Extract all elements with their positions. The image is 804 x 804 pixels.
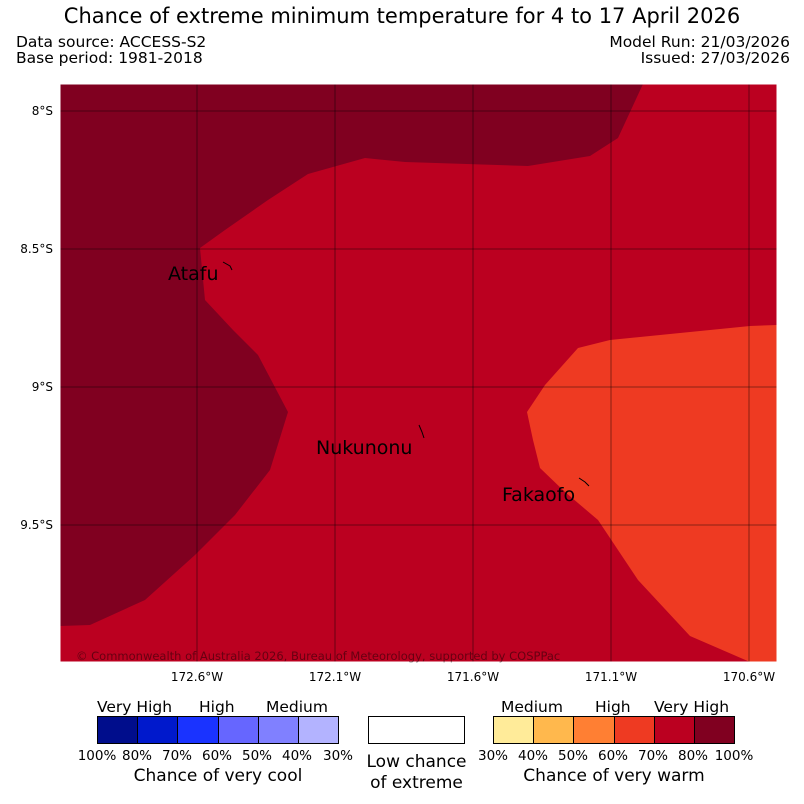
cool-colorbar (97, 716, 339, 744)
cool-swatch-80 (138, 717, 179, 743)
neutral-caption: Low chance of extreme (356, 752, 477, 794)
warm-swatch-70 (654, 717, 695, 743)
place-atafu: Atafu (168, 263, 219, 285)
lat-label-8: 8°S (32, 104, 53, 118)
lat-label-9: 9°S (32, 380, 53, 394)
warm-colorbar (493, 716, 735, 744)
lat-label-8-5: 8.5°S (20, 242, 53, 256)
warm-header-high: High (595, 698, 631, 716)
warm-tick: 60% (597, 748, 629, 764)
warm-swatch-60 (614, 717, 655, 743)
chart-title: Chance of extreme minimum temperature fo… (63, 4, 741, 28)
nukunonu-outline (418, 424, 425, 439)
neutral-caption-line2: of extreme (370, 773, 463, 793)
lon-label-171-1: 171.1°W (585, 670, 637, 684)
warm-tick: 40% (517, 748, 549, 764)
place-labels: Atafu Nukunonu Fakaofo (168, 263, 575, 506)
cool-tick: 100% (77, 748, 117, 764)
fakaofo-outline (578, 477, 590, 487)
warm-swatch-50 (574, 717, 615, 743)
cool-header-very-high: Very High (97, 698, 173, 716)
lon-label-171-6: 171.6°W (447, 670, 499, 684)
cool-caption: Chance of very cool (133, 766, 303, 786)
lon-label-170-6: 170.6°W (723, 670, 775, 684)
warm-header-very-high: Very High (654, 698, 730, 716)
issued-date: Issued: 27/03/2026 (640, 49, 790, 67)
lat-label-9-5: 9.5°S (20, 518, 53, 532)
warm-tick: 30% (477, 748, 509, 764)
lon-labels: 172.6°W 172.1°W 171.6°W 171.1°W 170.6°W (171, 670, 775, 684)
copyright-notice: © Commonwealth of Australia 2026, Bureau… (76, 649, 560, 663)
cool-header-high: High (199, 698, 235, 716)
meta-left: Data source: ACCESS-S2 Base period: 1981… (16, 34, 206, 66)
warm-tick: 70% (637, 748, 669, 764)
warm-header-medium: Medium (501, 698, 563, 716)
neutral-swatch (368, 716, 465, 744)
warm-swatch-80 (694, 717, 735, 743)
map-frame (59, 83, 778, 663)
model-run: Model Run: 21/03/2026 (609, 33, 790, 51)
very-high-region (60, 84, 643, 626)
cool-tick: 80% (121, 748, 153, 764)
high-region (527, 325, 777, 662)
cool-swatch-40 (298, 717, 339, 743)
cool-header-medium: Medium (266, 698, 328, 716)
place-fakaofo: Fakaofo (502, 484, 575, 506)
atafu-outline (222, 261, 233, 271)
warm-tick: 80% (677, 748, 709, 764)
warm-swatch-40 (534, 717, 575, 743)
neutral-caption-line1: Low chance (366, 752, 467, 772)
cool-swatch-70 (178, 717, 219, 743)
cool-tick: 30% (322, 748, 354, 764)
cool-tick: 40% (281, 748, 313, 764)
warm-caption: Chance of very warm (523, 766, 705, 786)
cool-tick: 70% (161, 748, 193, 764)
warm-swatch-30 (494, 717, 535, 743)
graticule (60, 84, 777, 662)
forecast-map: 8°S 8.5°S 9°S 9.5°S 172.6°W 172.1°W 171.… (20, 83, 778, 684)
base-period: Base period: 1981-2018 (16, 49, 203, 67)
cool-swatch-100 (98, 717, 139, 743)
data-source: Data source: ACCESS-S2 (16, 33, 207, 51)
lon-label-172-6: 172.6°W (171, 670, 223, 684)
warm-tick: 100% (714, 748, 754, 764)
meta-right: Model Run: 21/03/2026 Issued: 27/03/2026 (609, 34, 790, 66)
place-nukunonu: Nukunonu (316, 437, 412, 459)
cool-swatch-60 (218, 717, 259, 743)
warm-tick: 50% (557, 748, 589, 764)
island-outlines (222, 261, 590, 487)
lat-labels: 8°S 8.5°S 9°S 9.5°S (20, 104, 53, 532)
cool-tick: 50% (241, 748, 273, 764)
cool-swatch-50 (258, 717, 299, 743)
lon-label-172-1: 172.1°W (309, 670, 361, 684)
cool-tick: 60% (201, 748, 233, 764)
